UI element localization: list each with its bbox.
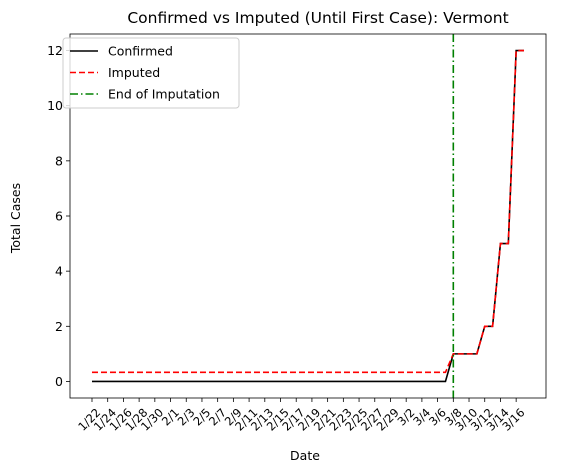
y-tick-label: 12	[47, 43, 63, 58]
y-tick-label: 10	[47, 98, 63, 113]
legend-label: Confirmed	[108, 44, 173, 59]
series-line-imputed	[91, 49, 525, 374]
y-axis: 0 2 4 6 8 10 12	[47, 43, 70, 389]
y-tick-label: 6	[55, 209, 63, 224]
chart-title: Confirmed vs Imputed (Until First Case):…	[127, 9, 508, 27]
y-axis-label: Total Cases	[8, 183, 23, 254]
legend-box	[62, 37, 240, 109]
x-axis: 1/221/241/261/281/302/12/32/52/72/92/112…	[75, 398, 527, 434]
legend-label: Imputed	[108, 65, 160, 80]
legend: Confirmed Imputed End of Imputation	[62, 37, 240, 109]
y-tick-label: 0	[55, 374, 63, 389]
y-tick-label: 8	[55, 153, 63, 168]
series-line-confirmed	[91, 49, 525, 383]
plot-area	[91, 34, 525, 398]
legend-label: End of Imputation	[108, 87, 220, 102]
y-tick-label: 2	[55, 319, 63, 334]
y-tick-label: 4	[55, 264, 63, 279]
x-axis-label: Date	[290, 448, 320, 463]
